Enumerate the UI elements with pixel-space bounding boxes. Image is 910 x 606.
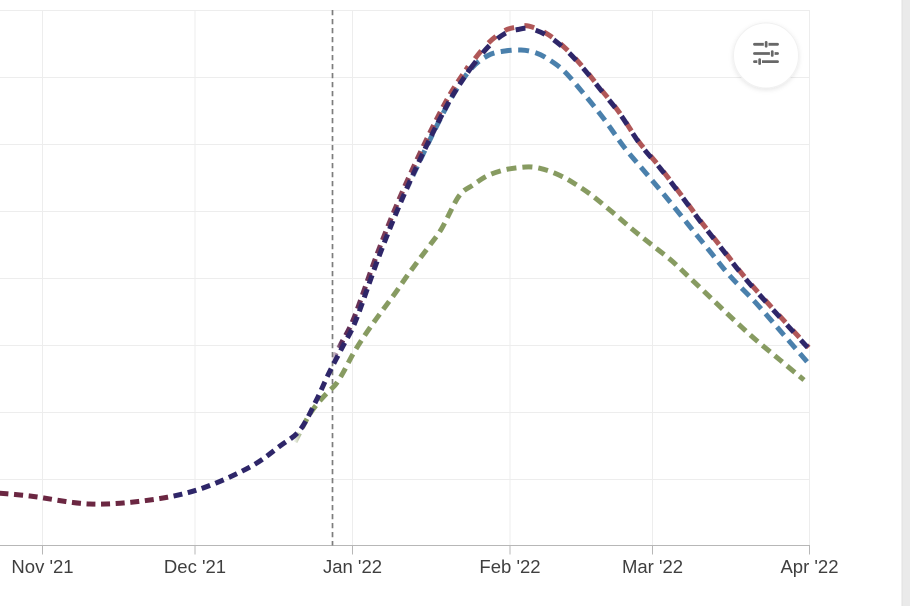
svg-text:Jan '22: Jan '22 <box>323 556 382 577</box>
svg-text:Apr '22: Apr '22 <box>780 556 838 577</box>
svg-text:Mar '22: Mar '22 <box>622 556 683 577</box>
svg-text:Dec '21: Dec '21 <box>164 556 226 577</box>
svg-text:Feb '22: Feb '22 <box>479 556 540 577</box>
svg-text:Nov '21: Nov '21 <box>11 556 73 577</box>
